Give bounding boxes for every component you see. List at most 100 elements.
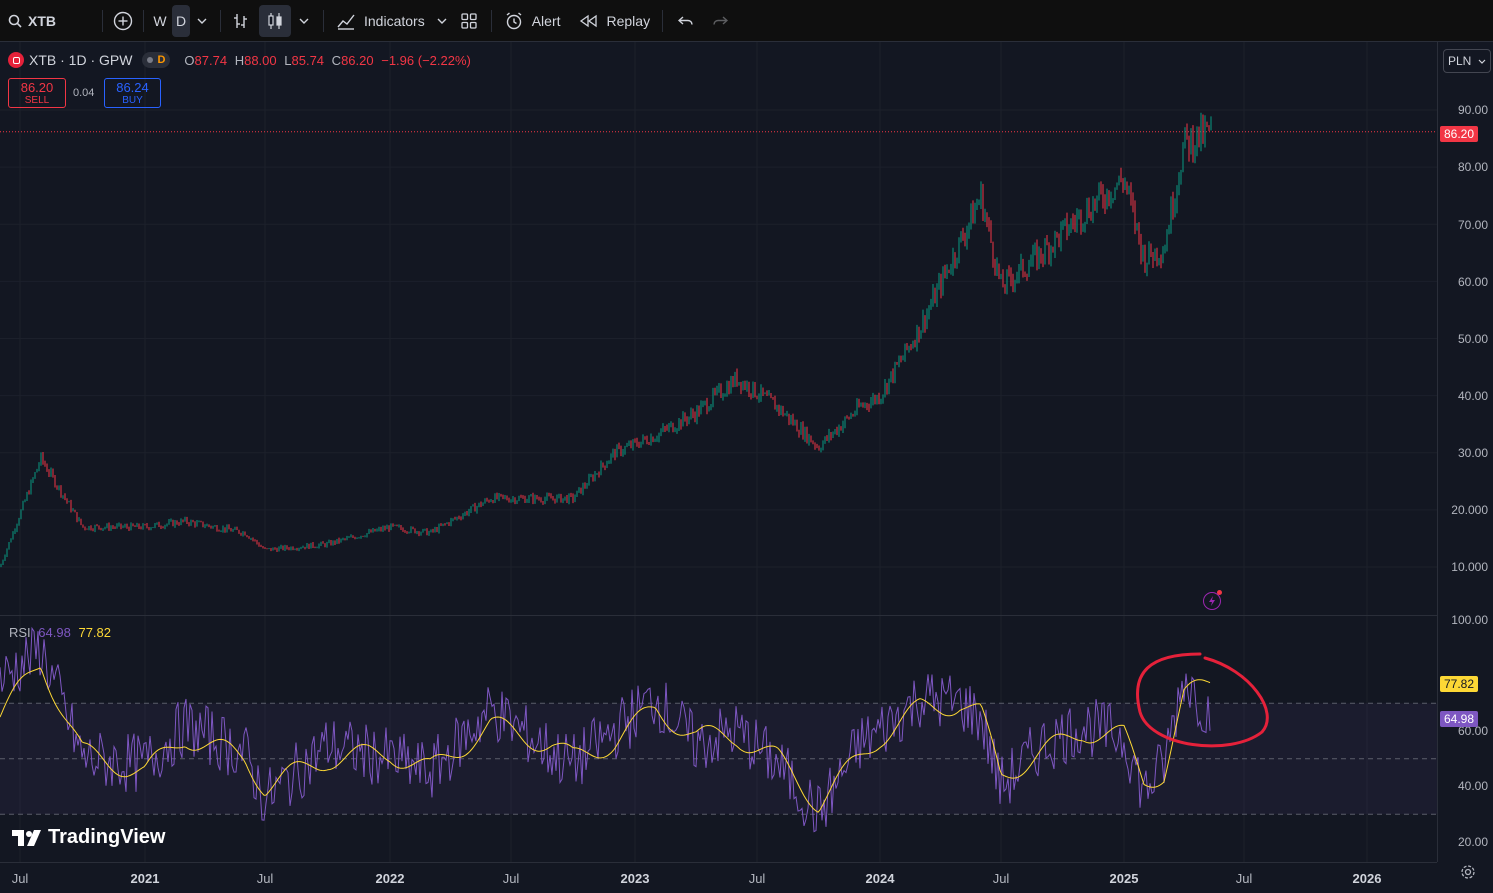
price-candle-body	[224, 527, 226, 532]
alert-button[interactable]: Alert	[498, 0, 567, 41]
price-candle-body	[1144, 248, 1146, 271]
price-tick: 50.00	[1457, 332, 1488, 346]
chart-area[interactable]	[0, 42, 1437, 862]
price-candle-body	[1032, 249, 1034, 262]
settings-button[interactable]	[1460, 864, 1478, 882]
price-candle-body	[982, 186, 984, 220]
price-candle-body	[700, 404, 702, 415]
price-scale[interactable]: PLN 90.00 80.00 70.00 60.00 50.00 40.00 …	[1437, 42, 1493, 862]
price-candle-body	[396, 524, 398, 526]
price-candle-body	[1030, 261, 1032, 267]
price-candle-body	[502, 494, 504, 497]
alarm-clock-icon	[506, 11, 522, 29]
price-candle-body	[824, 436, 826, 443]
price-candle-body	[400, 525, 402, 529]
price-candle-body	[406, 531, 408, 533]
price-candle-body	[256, 540, 258, 544]
price-candle-body	[906, 343, 908, 350]
buy-button[interactable]: 86.24 BUY	[104, 78, 161, 108]
undo-icon	[678, 15, 693, 25]
price-candle-body	[412, 527, 414, 529]
price-candle-body	[348, 537, 350, 538]
pane-separator[interactable]	[0, 615, 1437, 616]
price-candle-body	[236, 527, 238, 531]
price-candle-body	[734, 372, 736, 386]
price-tick: 80.00	[1457, 160, 1488, 174]
price-candle-body	[86, 528, 88, 530]
price-candle-body	[354, 537, 356, 539]
price-candle-body	[658, 433, 660, 439]
price-candle-body	[1134, 206, 1136, 228]
sell-button[interactable]: 86.20 SELL	[8, 78, 66, 108]
chart-canvas[interactable]	[0, 42, 1437, 862]
price-candle-body	[726, 384, 728, 395]
currency-dropdown[interactable]: PLN	[1443, 49, 1491, 73]
rsi-ma-value: 77.82	[78, 625, 112, 640]
bars-style-button[interactable]	[227, 0, 255, 41]
compare-button[interactable]	[109, 0, 137, 41]
price-candle-body	[822, 442, 824, 450]
price-candle-body	[714, 390, 716, 393]
price-candle-body	[382, 527, 384, 531]
price-candle-body	[1060, 226, 1062, 245]
price-candle-body	[924, 315, 926, 327]
price-candle-body	[676, 428, 678, 431]
price-candle-body	[1096, 196, 1098, 208]
price-candle-body	[694, 414, 696, 421]
price-candle-body	[710, 404, 712, 410]
symbol-legend: XTB · 1D · GPW D O87.74 H88.00 L85.74 C8…	[8, 52, 471, 68]
price-candle-body	[292, 547, 294, 550]
price-candle-body	[1120, 176, 1122, 181]
price-candle-body	[24, 500, 26, 502]
sell-label: SELL	[24, 95, 50, 106]
price-candle-body	[132, 523, 134, 526]
price-candle-body	[12, 532, 14, 540]
price-candle-body	[662, 426, 664, 432]
price-candle-body	[470, 506, 472, 512]
interval-day-button[interactable]: D	[172, 4, 190, 37]
lightning-icon[interactable]	[1203, 590, 1222, 610]
price-candle-body	[944, 269, 946, 274]
time-axis[interactable]: Jul 2021 Jul 2022 Jul 2023 Jul 2024 Jul 2025 Jul 20…	[0, 862, 1437, 893]
replay-button[interactable]: Replay	[573, 0, 657, 41]
rsi-label[interactable]: RSI	[9, 625, 31, 640]
interval-week-button[interactable]: W	[150, 0, 170, 41]
price-candle-body	[440, 524, 442, 526]
divider	[102, 9, 103, 32]
price-candle-body	[358, 537, 360, 539]
price-candle-body	[104, 527, 106, 529]
symbol-title[interactable]: XTB · 1D · GPW	[29, 52, 133, 68]
redo-button[interactable]	[703, 0, 737, 41]
price-candle-body	[1084, 221, 1086, 226]
rsi-tick: 40.00	[1457, 779, 1488, 793]
layouts-button[interactable]	[453, 0, 485, 41]
interval-dropdown[interactable]	[190, 0, 214, 41]
price-candle-body	[52, 470, 54, 476]
price-candle-body	[864, 403, 866, 407]
price-candle-body	[228, 526, 230, 530]
price-candle-body	[498, 494, 500, 499]
price-candle-body	[1118, 176, 1120, 185]
price-candle-body	[144, 524, 146, 526]
price-candle-body	[490, 500, 492, 502]
price-candle-body	[76, 512, 78, 522]
symbol-search[interactable]: XTB	[0, 0, 96, 41]
price-candle-body	[178, 524, 180, 525]
price-candle-body	[1004, 287, 1006, 290]
chart-type-dropdown[interactable]	[291, 0, 317, 41]
candles-style-button[interactable]	[259, 4, 291, 37]
price-candle-body	[630, 443, 632, 448]
price-candle-body	[130, 523, 132, 531]
price-candle-body	[692, 411, 694, 415]
indicators-button[interactable]: Indicators	[330, 0, 431, 41]
indicators-dropdown[interactable]	[431, 0, 453, 41]
price-candle-body	[1016, 276, 1018, 281]
bars-icon	[234, 13, 247, 28]
tradingview-watermark[interactable]: TradingView	[12, 826, 165, 849]
last-price-tag: 86.20	[1440, 126, 1479, 142]
price-candle-body	[604, 465, 606, 468]
price-candle-body	[974, 207, 976, 224]
price-candle-body	[586, 485, 588, 487]
price-candle-body	[804, 428, 806, 439]
undo-button[interactable]	[669, 0, 703, 41]
